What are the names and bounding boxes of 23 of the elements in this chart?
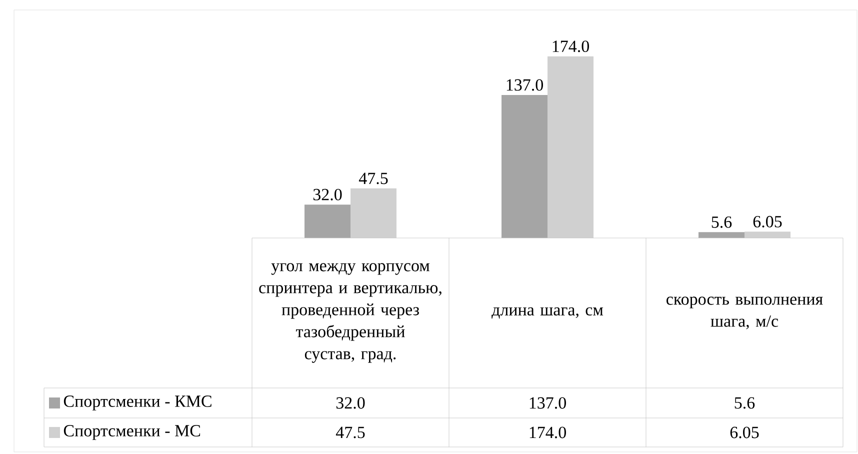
x-tick-label: угол между корпусом спринтера и вертикалью, проведенной через тазобедренный сустав, град.: [259, 263, 442, 363]
data-label: 47.5: [336, 426, 365, 438]
bar: [502, 94, 548, 238]
text: 137.0: [506, 79, 543, 91]
data-label: 174.0: [530, 426, 566, 438]
bar: [698, 232, 745, 238]
data-label: 6.05: [730, 426, 759, 438]
bar: [350, 188, 397, 238]
data-label: 32.0: [336, 397, 365, 409]
legend-label: Спортсменки - МС: [64, 425, 200, 440]
bar: [304, 204, 351, 238]
bar: [744, 232, 791, 238]
text: 47.5: [358, 172, 388, 184]
x-tick-label: длина шага, см: [492, 307, 604, 319]
text: 6.05: [753, 216, 782, 228]
text: 174.0: [552, 40, 589, 52]
text: 5.6: [712, 216, 732, 228]
x-tick-label: скорость выполнения шага, м/с: [666, 296, 823, 330]
data-label: 137.0: [530, 397, 566, 409]
text: 32.0: [313, 188, 342, 200]
data-label: 5.6: [734, 397, 755, 409]
bar: [548, 56, 594, 238]
legend-label: Спортсменки - КМС: [64, 396, 212, 410]
